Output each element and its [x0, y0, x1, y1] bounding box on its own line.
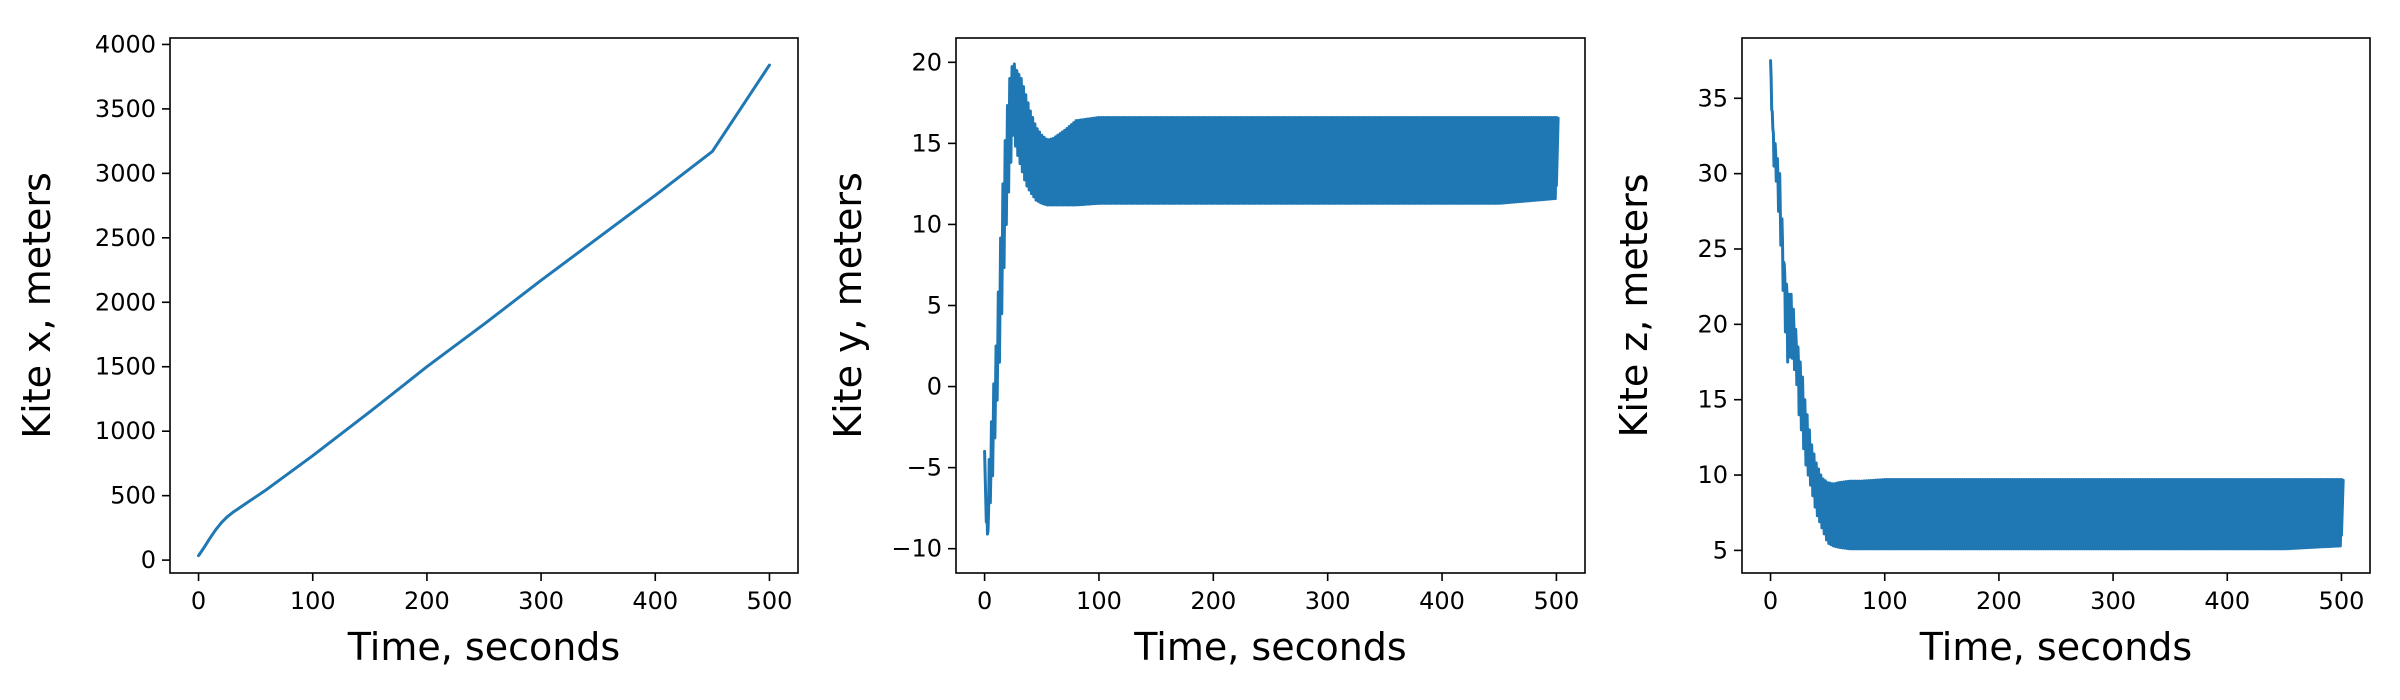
- subplots: 0 100 200 300 400 500050010001500200025003000…: [15, 30, 2371, 669]
- subplot-kite-y: 0 100 200 300 400 500 −10 −5 0 5 10 15 20 Time, secon…: [826, 37, 1586, 669]
- x-tick-label: 0: [977, 587, 992, 615]
- y-tick-label: 0: [927, 373, 942, 401]
- x-tick-label: 500: [747, 587, 793, 615]
- axes-frame-x: [169, 37, 799, 574]
- y-tick-label: 20: [911, 48, 942, 76]
- series-z-0: [1769, 59, 2345, 551]
- y-tick-label: 5: [927, 292, 942, 320]
- y-tick-label: 0: [141, 546, 156, 574]
- x-tick-label: 300: [2090, 587, 2136, 615]
- x-tick-label: 500: [2319, 587, 2365, 615]
- x-tick-label: 200: [1976, 587, 2022, 615]
- subplot-kite-z: 0 100 200 300 400 500 5 10 15 20 25 30 35 Time, secon…: [1612, 37, 2371, 669]
- x-axis-label: Time, seconds: [347, 625, 620, 669]
- y-tick-label: 2000: [95, 288, 156, 316]
- x-tick-label: 200: [1190, 587, 1236, 615]
- x-tick-label: 300: [518, 587, 564, 615]
- y-tick-label: 35: [1697, 84, 1728, 112]
- y-tick-label: 30: [1697, 160, 1728, 188]
- x-tick-label: 100: [1862, 587, 1908, 615]
- y-tick-label: 4000: [95, 30, 156, 58]
- y-tick-label: 15: [911, 129, 942, 157]
- axes-frame-z: [1741, 37, 2371, 574]
- y-tick-label: 500: [110, 482, 156, 510]
- subplot-kite-x: 0 100 200 300 400 500 0 500 1000 1500 2000 2500 3000…: [15, 30, 799, 669]
- x-tick-label: 0: [191, 587, 206, 615]
- y-tick-label: 20: [1697, 310, 1728, 338]
- x-tick-label: 100: [290, 587, 336, 615]
- y-tick-label: 15: [1697, 386, 1728, 414]
- y-tick-label: 3500: [95, 95, 156, 123]
- y-tick-label: 2500: [95, 224, 156, 252]
- series-oscillation-y: [1074, 116, 1560, 193]
- y-tick-label: 10: [1697, 461, 1728, 489]
- x-tick-label: 500: [1534, 587, 1580, 615]
- series-x-0: [197, 63, 771, 558]
- y-tick-label: 10: [911, 210, 942, 238]
- series-y-0: [983, 62, 1560, 536]
- y-tick-label: −10: [891, 535, 942, 563]
- x-tick-label: 100: [1076, 587, 1122, 615]
- y-axis-label: Kite z, meters: [1612, 173, 1656, 437]
- x-tick-label: 400: [2204, 587, 2250, 615]
- x-axis-label: Time, seconds: [1133, 625, 1406, 669]
- x-tick-label: 400: [632, 587, 678, 615]
- y-tick-label: 5: [1713, 536, 1728, 564]
- y-tick-label: −5: [907, 454, 942, 482]
- x-tick-label: 200: [404, 587, 450, 615]
- y-tick-label: 1500: [95, 353, 156, 381]
- y-tick-label: 1000: [95, 417, 156, 445]
- y-axis-label: Kite y, meters: [826, 172, 870, 439]
- series-line-x: [197, 63, 771, 558]
- x-axis-label: Time, seconds: [1919, 625, 2192, 669]
- y-axis-label: Kite x, meters: [15, 172, 59, 439]
- y-tick-label: 3000: [95, 159, 156, 187]
- x-tick-label: 0: [1763, 587, 1778, 615]
- x-tick-label: 400: [1419, 587, 1465, 615]
- series-oscillation-z: [1860, 478, 2345, 540]
- x-tick-label: 300: [1305, 587, 1351, 615]
- y-tick-label: 25: [1697, 235, 1728, 263]
